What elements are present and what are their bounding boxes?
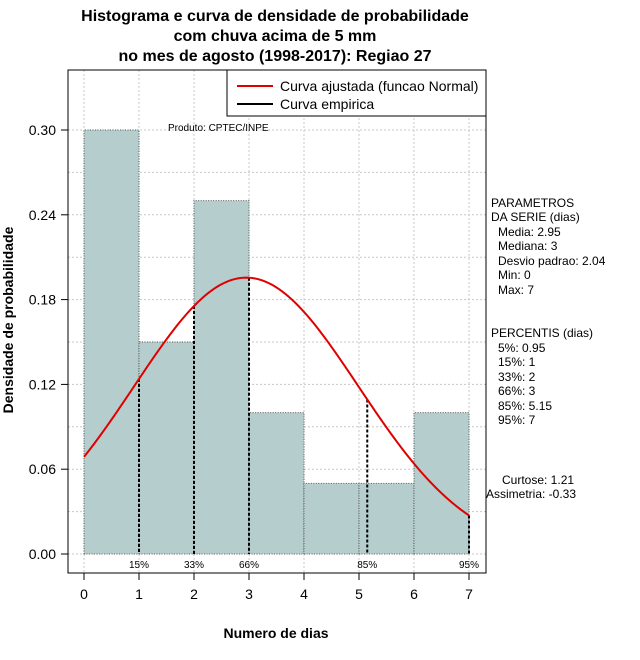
y-tick-label-1: 0.06	[29, 461, 56, 477]
legend: Curva ajustada (funcao Normal) Curva emp…	[226, 69, 487, 117]
chart-title-line-2: com chuva acima de 5 mm	[174, 28, 377, 45]
param-media: Media: 2.95	[498, 225, 561, 239]
x-tick-label-4: 4	[300, 586, 308, 602]
curtose: Curtose: 1.21	[502, 473, 574, 487]
x-tick-label-0: 0	[80, 586, 88, 602]
x-tick-label-5: 5	[355, 586, 363, 602]
y-tick-label-5: 0.30	[29, 122, 56, 138]
histogram-bar-5	[304, 483, 359, 554]
x-axis-label: Numero de dias	[223, 625, 328, 641]
percentile-label-2: 66%	[239, 560, 259, 571]
x-tick-label-1: 1	[135, 586, 143, 602]
legend-fitted-label: Curva ajustada (funcao Normal)	[280, 78, 478, 94]
legend-box	[226, 69, 487, 117]
percentil-15: 15%: 1	[498, 355, 536, 369]
product-note: Produto: CPTEC/INPE	[168, 123, 269, 134]
assimetria: Assimetria: -0.33	[486, 487, 576, 501]
chart-title-line-1: Histograma e curva de densidade de proba…	[81, 8, 469, 25]
percentil-5: 5%: 0.95	[498, 341, 546, 355]
y-tick-label-4: 0.24	[29, 207, 56, 223]
params-title-1: PARAMETROS	[491, 196, 574, 210]
percentile-lines: 15% 33% 66% 85% 95%	[129, 277, 479, 571]
percentile-label-4: 95%	[459, 560, 479, 571]
histogram-bar-3	[249, 412, 304, 554]
param-mediana: Mediana: 3	[498, 239, 558, 253]
x-tick-label-6: 6	[410, 586, 418, 602]
fitted-normal-curve	[83, 276, 470, 517]
param-min: Min: 0	[498, 268, 531, 282]
histogram-bar-0	[84, 130, 139, 554]
y-tick-label-0: 0.00	[29, 546, 56, 562]
y-axis-label: Densidade de probabilidade	[0, 226, 16, 413]
histogram-bar-outline-2	[193, 200, 250, 554]
x-tick-label-3: 3	[245, 586, 253, 602]
percentil-33: 33%: 2	[498, 370, 536, 384]
percentil-66: 66%: 3	[498, 384, 536, 398]
histogram-bar-7	[414, 412, 469, 554]
y-tick-label-2: 0.12	[29, 376, 56, 392]
percentile-label-1: 33%	[184, 560, 204, 571]
histogram-bars	[83, 129, 470, 555]
percentil-85: 85%: 5.15	[498, 399, 552, 413]
x-tick-label-2: 2	[190, 586, 198, 602]
param-max: Max: 7	[498, 283, 534, 297]
histogram-bar-outline-7	[413, 412, 470, 554]
percentile-label-3: 85%	[357, 560, 377, 571]
fitted-curve-group	[83, 276, 470, 517]
histogram-bar-2	[194, 200, 249, 554]
y-tick-label-3: 0.18	[29, 292, 56, 308]
series-parameters-panel: PARAMETROS DA SERIE (dias) Media: 2.95 M…	[486, 196, 606, 501]
legend-empirical-label: Curva empirica	[280, 96, 374, 112]
percentile-label-0: 15%	[129, 560, 149, 571]
histogram-bar-6	[359, 483, 414, 554]
x-tick-label-7: 7	[465, 586, 473, 602]
percentis-title: PERCENTIS (dias)	[491, 326, 593, 340]
percentil-95: 95%: 7	[498, 413, 536, 427]
histogram-bar-1	[139, 342, 194, 554]
axes: 0 1 2 3 4 5 6 7 0.00 0.06 0.12 0.18 0.24 0.30	[29, 122, 473, 602]
param-desvio: Desvio padrao: 2.04	[498, 254, 606, 268]
chart-title-line-3: no mes de agosto (1998-2017): Regiao 27	[119, 48, 432, 65]
params-title-2: DA SERIE (dias)	[491, 210, 580, 224]
